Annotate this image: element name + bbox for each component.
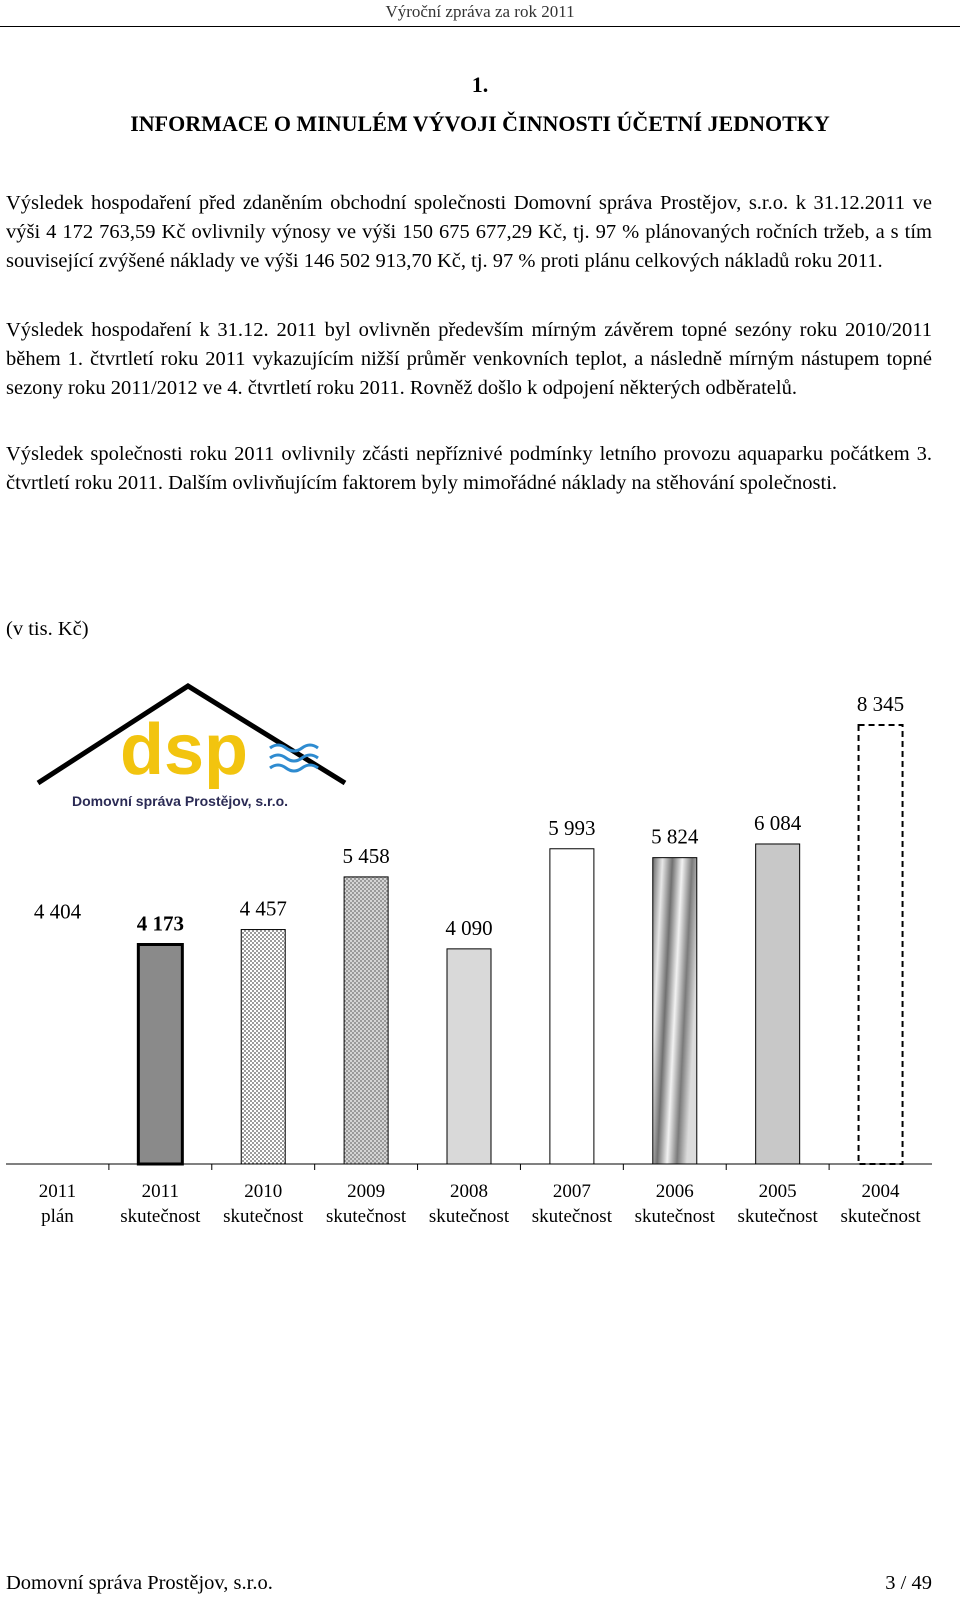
category-label-6-0: 2006 <box>656 1181 694 1202</box>
page-footer: Domovní správa Prostějov, s.r.o. 3 / 49 <box>6 1572 932 1595</box>
category-label-2-0: 2010 <box>244 1181 282 1202</box>
category-label-7-0: 2005 <box>759 1181 797 1202</box>
category-label-7-1: skutečnost <box>738 1206 819 1227</box>
bar-chart: dsp Domovní správa Prostějov, s.r.o. 4 4… <box>6 683 932 1227</box>
category-label-2-1: skutečnost <box>223 1206 304 1227</box>
value-label-3: 5 458 <box>342 844 389 868</box>
bar-8 <box>857 724 904 1165</box>
section-number: 1. <box>471 72 489 97</box>
category-label-3-1: skutečnost <box>326 1206 407 1227</box>
paragraph-1: Výsledek hospodaření před zdaněním obcho… <box>6 192 932 272</box>
paragraph-2: Výsledek hospodaření k 31.12. 2011 byl o… <box>6 319 932 399</box>
category-label-1-1: skutečnost <box>120 1206 201 1227</box>
logo-waves-icon <box>269 743 319 773</box>
unit-label: (v tis. Kč) <box>6 618 89 640</box>
logo-company-text: Domovní správa Prostějov, s.r.o. <box>72 793 288 809</box>
value-label-0: 4 404 <box>34 899 82 923</box>
category-label-6-1: skutečnost <box>635 1206 716 1227</box>
bar-6 <box>652 857 698 1165</box>
value-label-2: 4 457 <box>240 897 287 921</box>
page-number: 3 / 49 <box>885 1572 932 1594</box>
company-logo: dsp Domovní správa Prostějov, s.r.o. <box>36 683 347 809</box>
category-label-5-1: skutečnost <box>532 1206 613 1227</box>
value-label-4: 4 090 <box>445 916 492 940</box>
bar-4 <box>446 948 492 1165</box>
value-label-8: 8 345 <box>857 692 904 716</box>
bar-3 <box>343 876 389 1165</box>
footer-company: Domovní správa Prostějov, s.r.o. <box>6 1572 273 1594</box>
section-title: INFORMACE O MINULÉM VÝVOJI ČINNOSTI ÚČET… <box>130 111 830 136</box>
category-label-1-0: 2011 <box>142 1181 179 1202</box>
category-label-0-0: 2011 <box>39 1181 76 1202</box>
running-header: Výroční zpráva za rok 2011 <box>0 0 960 27</box>
bar-7 <box>755 843 801 1165</box>
bar-1 <box>136 943 184 1166</box>
category-label-4-1: skutečnost <box>429 1206 510 1227</box>
category-label-4-0: 2008 <box>450 1181 488 1202</box>
logo-dsp-text: dsp <box>120 710 248 790</box>
category-label-0-1: plán <box>41 1206 74 1227</box>
value-label-7: 6 084 <box>754 811 802 835</box>
value-label-1: 4 173 <box>137 912 184 936</box>
bar-5 <box>549 848 595 1165</box>
header-title: Výroční zpráva za rok 2011 <box>385 2 575 21</box>
category-label-5-0: 2007 <box>553 1181 591 1202</box>
category-label-8-0: 2004 <box>862 1181 901 1202</box>
category-label-8-1: skutečnost <box>840 1206 921 1227</box>
bar-2 <box>240 929 286 1165</box>
paragraph-3: Výsledek společnosti roku 2011 ovlivnily… <box>6 443 932 494</box>
value-label-5: 5 993 <box>548 816 595 840</box>
category-label-3-0: 2009 <box>347 1181 385 1202</box>
value-label-6: 5 824 <box>651 825 699 849</box>
